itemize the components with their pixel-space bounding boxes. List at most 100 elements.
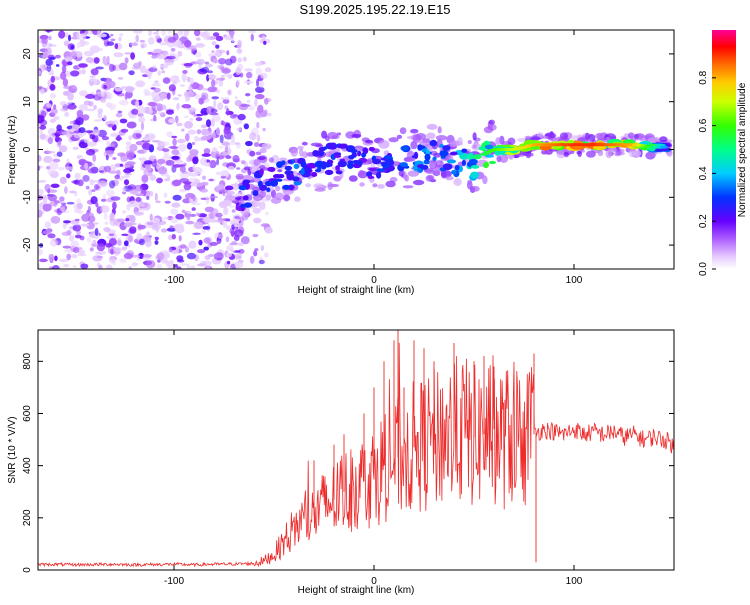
- spectrogram-noise-blob: [212, 32, 220, 37]
- spectrogram-noise-blob: [53, 104, 57, 110]
- spectrogram-signal-blob: [258, 180, 263, 188]
- spectrogram-noise-blob: [124, 52, 132, 55]
- spectrogram-noise-blob: [126, 203, 131, 211]
- spectrogram-noise-blob: [47, 127, 56, 136]
- spectrogram-noise-blob: [106, 41, 115, 46]
- spectrogram-noise-blob: [183, 30, 190, 36]
- spectrogram-noise-blob: [205, 196, 210, 205]
- spectrogram-noise-blob: [109, 255, 116, 264]
- spectrogram-halo-blob: [659, 136, 668, 143]
- spectrogram-noise-blob: [105, 102, 112, 108]
- spectrogram-signal-blob: [386, 158, 394, 165]
- spectrogram-noise-blob: [39, 129, 43, 135]
- spectrogram-noise-blob: [89, 45, 100, 54]
- spectrogram-signal-blob: [348, 155, 355, 160]
- spectrogram-noise-blob: [221, 68, 232, 74]
- spectrogram-noise-blob: [77, 202, 82, 210]
- spectrogram-noise-blob: [70, 240, 80, 249]
- spectrogram-noise-blob: [239, 72, 244, 78]
- spectrogram-noise-blob: [131, 108, 139, 116]
- spectrogram-noise-blob: [163, 150, 169, 158]
- spectrogram-noise-blob: [244, 81, 254, 84]
- spectrogram-noise-blob: [132, 62, 142, 69]
- spectrogram-noise-blob: [157, 158, 166, 165]
- spectrogram-noise-blob: [149, 213, 153, 222]
- spectrogram-marks: [38, 30, 673, 269]
- spectrogram-noise-blob: [228, 166, 235, 171]
- spectrogram-xtick-label: 100: [566, 275, 583, 286]
- spectrogram-noise-blob: [186, 212, 191, 221]
- spectrogram-noise-blob: [112, 157, 117, 160]
- spectrogram-noise-blob: [80, 263, 89, 269]
- spectrogram-noise-blob: [135, 187, 140, 194]
- spectrogram-noise-blob: [135, 100, 140, 108]
- spectrogram-noise-blob: [210, 118, 215, 127]
- spectrogram-noise-blob: [199, 68, 205, 73]
- spectrogram-noise-blob: [93, 57, 100, 64]
- spectrogram-noise-blob: [201, 153, 211, 157]
- spectrogram-noise-blob: [224, 185, 234, 191]
- spectrogram-noise-blob: [221, 141, 230, 146]
- spectrogram-noise-blob: [226, 252, 232, 258]
- spectrogram-noise-blob: [209, 241, 218, 246]
- spectrogram-signal-blob: [484, 144, 494, 150]
- spectrogram-signal-blob: [337, 143, 348, 149]
- spectrogram-noise-blob: [48, 35, 52, 41]
- spectrogram-noise-blob: [244, 68, 253, 72]
- spectrogram-noise-blob: [38, 115, 45, 124]
- spectrogram-noise-blob: [90, 68, 99, 76]
- spectrogram-noise-blob: [231, 241, 238, 245]
- spectrogram-noise-blob: [205, 63, 213, 68]
- spectrogram-noise-blob: [110, 38, 116, 42]
- spectrogram-noise-blob: [68, 56, 73, 61]
- spectrogram-signal-blob: [376, 168, 386, 172]
- spectrogram-noise-blob: [253, 250, 258, 257]
- spectrogram-halo-blob: [488, 119, 495, 126]
- spectrogram-noise-blob: [101, 136, 110, 141]
- spectrogram-signal-blob: [387, 165, 395, 171]
- spectrogram-noise-blob: [181, 209, 186, 213]
- spectrogram-noise-blob: [254, 86, 265, 94]
- spectrogram-noise-blob: [130, 52, 136, 60]
- spectrogram-noise-blob: [89, 134, 96, 140]
- spectrogram-noise-blob: [140, 65, 147, 74]
- spectrogram-noise-blob: [59, 207, 65, 212]
- spectrogram-signal-blob: [442, 145, 451, 151]
- spectrogram-noise-blob: [119, 258, 127, 263]
- spectrogram-noise-blob: [155, 200, 161, 204]
- spectrogram-noise-blob: [216, 158, 220, 166]
- spectrogram-noise-blob: [48, 56, 56, 60]
- spectrogram-noise-blob: [165, 59, 175, 63]
- spectrogram-noise-blob: [145, 239, 152, 248]
- spectrogram-noise-blob: [104, 221, 109, 225]
- spectrogram-noise-blob: [193, 221, 204, 230]
- spectrogram-noise-blob: [134, 211, 144, 216]
- spectrogram-halo-blob: [634, 133, 639, 140]
- spectrogram-noise-blob: [124, 173, 133, 176]
- spectrogram-halo-blob: [279, 157, 287, 162]
- spectrogram-noise-blob: [226, 260, 231, 265]
- spectrogram-halo-blob: [259, 165, 266, 169]
- spectrogram-noise-blob: [38, 154, 42, 162]
- spectrogram-noise-blob: [73, 192, 78, 197]
- spectrogram-noise-blob: [171, 179, 182, 187]
- spectrogram-signal-blob: [335, 170, 343, 175]
- spectrogram-noise-blob: [156, 145, 163, 151]
- spectrogram-signal-blob: [345, 145, 356, 153]
- spectrogram-noise-blob: [84, 212, 95, 219]
- spectrogram-noise-blob: [122, 191, 127, 195]
- spectrogram-halo-blob: [595, 132, 605, 140]
- spectrogram-noise-blob: [250, 33, 254, 42]
- spectrogram-noise-blob: [249, 132, 257, 141]
- spectrogram-halo-blob: [597, 150, 604, 157]
- spectrogram-noise-blob: [207, 86, 217, 93]
- spectrogram-noise-blob: [193, 113, 197, 118]
- spectrogram-noise-blob: [161, 30, 167, 36]
- spectrogram-noise-blob: [123, 252, 134, 260]
- spectrogram-halo-blob: [576, 151, 582, 155]
- snr-ticks: -100 0 100 0 200 400 600 800: [22, 330, 674, 587]
- spectrogram-noise-blob: [183, 183, 192, 191]
- spectrogram-noise-blob: [206, 106, 211, 115]
- spectrogram-noise-blob: [129, 226, 137, 234]
- spectrogram-noise-blob: [115, 112, 123, 118]
